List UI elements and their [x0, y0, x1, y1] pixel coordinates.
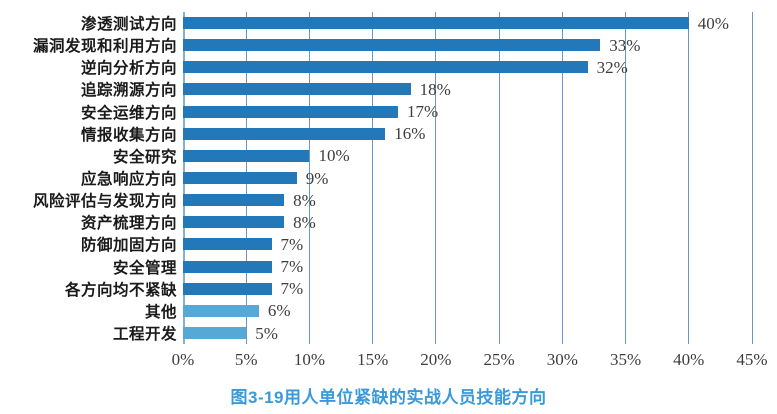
bar-row: 10%	[183, 145, 752, 167]
bar-row: 18%	[183, 78, 752, 100]
category-label: 漏洞发现和利用方向	[32, 38, 177, 56]
value-label: 16%	[394, 124, 426, 144]
value-label: 7%	[280, 257, 304, 277]
category-label: 情报收集方向	[80, 126, 177, 144]
gridline	[308, 12, 310, 344]
gridline	[751, 12, 753, 344]
bar-row: 7%	[183, 233, 752, 255]
category-label: 风险评估与发现方向	[32, 193, 177, 211]
x-tick-label: 20%	[420, 350, 452, 369]
bar-row: 33%	[183, 34, 752, 56]
category-label: 逆向分析方向	[80, 60, 177, 78]
bar-row: 40%	[183, 12, 752, 34]
value-label: 40%	[697, 13, 729, 33]
bar	[183, 105, 398, 118]
bar	[183, 61, 588, 74]
bar-row: 32%	[183, 56, 752, 78]
value-label: 5%	[255, 323, 278, 343]
bar-row: 9%	[183, 167, 752, 189]
category-axis: 渗透测试方向漏洞发现和利用方向逆向分析方向 追踪溯源方向 安全运维方向 情报收集方向安…	[0, 12, 177, 344]
category-label: 各方向均不紧缺	[64, 281, 177, 299]
x-tick-label: 35%	[609, 350, 642, 369]
bar-row: 5%	[183, 322, 752, 344]
x-tick-label: 40%	[673, 350, 705, 369]
x-tick-label: 0%	[171, 350, 195, 369]
category-label: 安全研究	[112, 148, 177, 166]
bar	[183, 149, 310, 162]
x-tick-label: 45%	[736, 350, 768, 369]
gridline	[498, 12, 500, 344]
x-tick-label: 30%	[546, 350, 578, 369]
bar-row: 17%	[183, 101, 752, 123]
x-tick-label: 5%	[234, 350, 258, 369]
gridline	[625, 12, 627, 344]
bar	[183, 216, 285, 229]
bar-row: 7%	[183, 256, 752, 278]
category-label: 安全管理	[112, 259, 177, 277]
gridline	[561, 12, 563, 344]
x-axis: 0% 5% 10% 15% 20% 25% 30% 35% 40% 45%	[172, 350, 768, 372]
bar	[183, 327, 247, 340]
bar-row: 8%	[183, 211, 752, 233]
value-label: 17%	[406, 102, 439, 122]
category-label: 渗透测试方向	[80, 16, 177, 34]
value-label: 8%	[293, 212, 316, 232]
category-label: 工程开发	[112, 326, 177, 344]
bar-row: 8%	[183, 189, 752, 211]
value-label: 6%	[267, 301, 291, 321]
bar	[183, 127, 386, 140]
value-label: 18%	[419, 79, 451, 99]
bar-row: 6%	[183, 300, 752, 322]
category-label: 追踪溯源方向	[80, 82, 177, 100]
value-label: 7%	[280, 234, 304, 254]
bar	[183, 260, 272, 273]
value-label: 8%	[293, 190, 316, 210]
bar	[183, 238, 272, 251]
value-label: 32%	[596, 57, 628, 77]
bar	[183, 282, 272, 295]
x-tick-label: 10%	[293, 350, 326, 369]
category-label: 防御加固方向	[80, 237, 177, 255]
value-label: 9%	[305, 168, 329, 188]
bar	[183, 83, 411, 96]
category-label: 应急响应方向	[80, 171, 177, 189]
chart-title: 图3-19用人单位紧缺的实战人员技能方向	[230, 388, 547, 407]
x-tick-label: 25%	[483, 350, 515, 369]
gridline	[435, 12, 437, 344]
bar	[183, 17, 689, 30]
bar	[183, 172, 297, 185]
value-label: 33%	[609, 35, 641, 55]
value-label: 7%	[280, 279, 304, 299]
bar	[183, 304, 259, 317]
category-label: 资产梳理方向	[80, 215, 177, 233]
category-label: 安全运维方向	[80, 104, 177, 122]
bar	[183, 39, 601, 52]
plot-area: 40% 33% 32% 18% 17% 16% 10% 9% 8% 8% 7% 7% 7% 6% 5%	[183, 12, 753, 344]
bar	[183, 194, 285, 207]
bar-row: 16%	[183, 123, 752, 145]
value-label: 10%	[318, 146, 350, 166]
x-tick-label: 15%	[357, 350, 389, 369]
bar-row: 7%	[183, 278, 752, 300]
bar-rows: 40% 33% 32% 18% 17% 16% 10% 9% 8% 8% 7% 7% 7% 6% 5%	[183, 12, 752, 344]
gridline	[372, 12, 374, 344]
gridline	[688, 12, 690, 344]
category-label: 其他	[144, 303, 177, 321]
